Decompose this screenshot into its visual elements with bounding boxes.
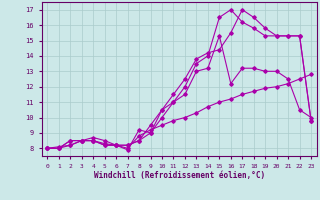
X-axis label: Windchill (Refroidissement éolien,°C): Windchill (Refroidissement éolien,°C)	[94, 171, 265, 180]
